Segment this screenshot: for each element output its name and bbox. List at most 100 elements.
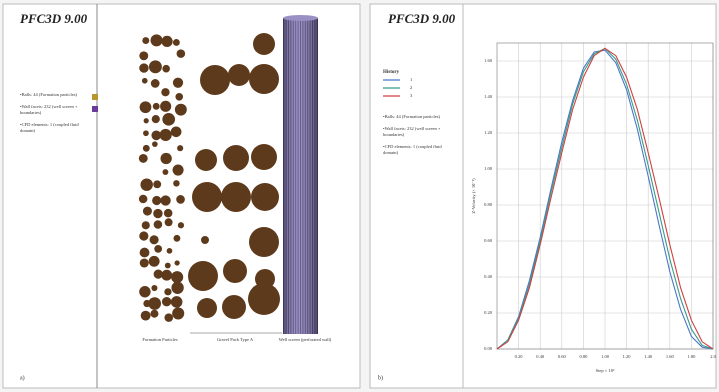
particle xyxy=(251,183,279,211)
particle xyxy=(223,145,249,171)
well-screen-top xyxy=(283,15,318,21)
particle xyxy=(164,288,171,295)
particle xyxy=(165,263,171,269)
particle xyxy=(201,236,209,244)
label: Gravel Pack Type A xyxy=(217,337,254,342)
info-text: •Wall facets: 232 (well screen + boundar… xyxy=(20,104,80,115)
particle xyxy=(249,64,279,94)
particle xyxy=(188,261,218,291)
legend-swatch xyxy=(92,94,98,100)
label: Well screen (perforated wall) xyxy=(279,337,332,342)
particle xyxy=(153,103,160,110)
particle xyxy=(160,195,170,205)
y-tick-label: 0.60 xyxy=(484,238,493,243)
particle xyxy=(178,222,184,228)
particle xyxy=(162,297,171,306)
x-tick-label: 0.60 xyxy=(558,354,567,359)
particle xyxy=(164,209,173,218)
particle xyxy=(144,118,149,123)
particle xyxy=(151,34,163,46)
page: PFC3D 9.00 PFC3D 9.00 Formation Particle… xyxy=(0,0,719,392)
y-tick-label: 0.20 xyxy=(484,310,493,315)
particle xyxy=(248,283,280,315)
particle xyxy=(151,285,157,291)
x-tick-label: 0.20 xyxy=(515,354,524,359)
particle xyxy=(228,64,250,86)
x-tick-label: 1.40 xyxy=(644,354,653,359)
particle xyxy=(251,144,277,170)
particle xyxy=(177,49,186,58)
particle xyxy=(177,145,183,151)
y-tick-label: 0.40 xyxy=(484,274,493,279)
particle xyxy=(161,88,169,96)
particle xyxy=(142,78,148,84)
particle xyxy=(150,235,159,244)
x-tick-label: 1.00 xyxy=(601,354,610,359)
info-text: •CFD elements: 1 (coupled fluid domain) xyxy=(20,122,80,133)
y-tick-label: 1.00 xyxy=(484,166,493,171)
particle xyxy=(154,245,162,253)
particle xyxy=(175,104,187,116)
particle xyxy=(162,169,168,175)
label: Formation Particles xyxy=(142,337,178,342)
particle xyxy=(161,270,172,281)
legend-label: 2 xyxy=(410,85,412,90)
well-screen-shade xyxy=(283,18,318,334)
particle xyxy=(140,178,152,190)
particle xyxy=(152,196,161,205)
x-tick-label: 1.20 xyxy=(623,354,632,359)
legend-title: History xyxy=(383,70,400,75)
particle xyxy=(141,311,151,321)
particle xyxy=(153,209,162,218)
particle xyxy=(143,145,150,152)
particle xyxy=(148,297,161,310)
particle xyxy=(152,115,160,123)
panel-title: PFC3D 9.00 xyxy=(388,11,456,26)
particle xyxy=(140,248,150,258)
particle xyxy=(249,227,279,257)
particle xyxy=(171,296,183,308)
particle xyxy=(143,130,149,136)
caption: b) xyxy=(378,374,383,381)
figure: PFC3D 9.00 PFC3D 9.00 Formation Particle… xyxy=(0,0,719,392)
particle xyxy=(253,33,275,55)
particle xyxy=(164,313,173,322)
particle xyxy=(162,113,175,126)
y-tick-label: 1.20 xyxy=(484,130,493,135)
particle xyxy=(149,256,160,267)
x-axis-label: Step × 10³ xyxy=(596,368,615,373)
particle xyxy=(142,37,149,44)
y-tick-label: 0.80 xyxy=(484,202,493,207)
particle xyxy=(222,295,246,319)
particle xyxy=(143,207,152,216)
particle xyxy=(140,101,152,113)
particle xyxy=(139,195,148,204)
x-tick-label: 0.80 xyxy=(579,354,588,359)
info-text: •Balls: 44 (Formation particles) xyxy=(383,114,443,120)
particle xyxy=(154,220,163,229)
y-tick-label: 1.60 xyxy=(484,58,493,63)
particle xyxy=(160,101,171,112)
particle xyxy=(173,180,179,186)
particle xyxy=(173,39,180,46)
particle xyxy=(149,60,162,73)
panel-title: PFC3D 9.00 xyxy=(20,11,88,26)
particle xyxy=(165,218,173,226)
legend-swatch xyxy=(92,106,98,112)
particle xyxy=(167,248,173,254)
x-tick-label: 2.0 xyxy=(710,354,716,359)
particle xyxy=(192,182,222,212)
info-text: •Balls: 44 (Formation particles) xyxy=(20,92,80,98)
particle xyxy=(160,153,171,164)
y-tick-label: 1.40 xyxy=(484,94,493,99)
particle xyxy=(160,129,172,141)
particle xyxy=(197,298,217,318)
x-tick-label: 0.40 xyxy=(536,354,545,359)
particle xyxy=(140,258,149,267)
particle xyxy=(172,307,184,319)
particle xyxy=(173,235,180,242)
particle xyxy=(139,286,150,297)
particle xyxy=(171,126,182,137)
legend-label: 1 xyxy=(410,77,412,82)
particle xyxy=(173,78,183,88)
